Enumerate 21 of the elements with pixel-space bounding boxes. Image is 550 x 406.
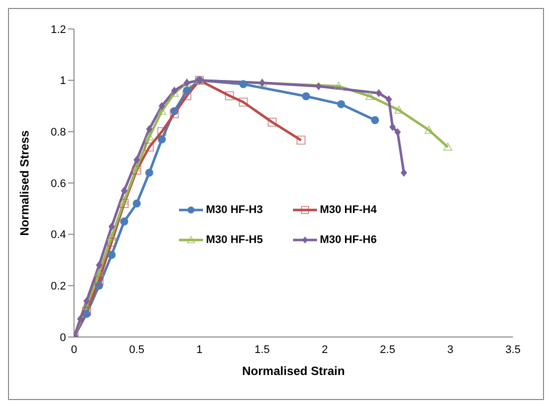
y-tick-label: 0.4 xyxy=(50,229,66,242)
legend-label: M30 HF-H6 xyxy=(320,234,377,246)
legend-label: M30 HF-H5 xyxy=(206,234,263,246)
x-tick-label: 2 xyxy=(322,344,328,356)
x-axis-title: Normalised Strain xyxy=(242,364,345,378)
y-tick-label: 0.2 xyxy=(50,280,66,293)
x-tick-label: 0.5 xyxy=(129,344,144,356)
legend-label: M30 HF-H3 xyxy=(206,204,263,216)
x-tick-label: 3.5 xyxy=(505,344,521,356)
y-tick-label: 1.2 xyxy=(50,24,66,36)
y-tick-label: 1 xyxy=(60,75,66,88)
x-tick-label: 1 xyxy=(196,344,202,356)
y-axis-title: Normalised Stress xyxy=(17,130,32,236)
x-tick-label: 3 xyxy=(447,344,454,356)
y-tick-label: 0 xyxy=(60,332,66,344)
legend-label: M30 HF-H4 xyxy=(320,204,377,216)
x-tick-label: 2.5 xyxy=(380,344,396,356)
y-tick-label: 0.8 xyxy=(50,126,66,139)
x-tick-label: 0 xyxy=(70,344,78,356)
x-tick-label: 1.5 xyxy=(254,344,270,356)
y-tick-label: 0.6 xyxy=(50,178,66,190)
